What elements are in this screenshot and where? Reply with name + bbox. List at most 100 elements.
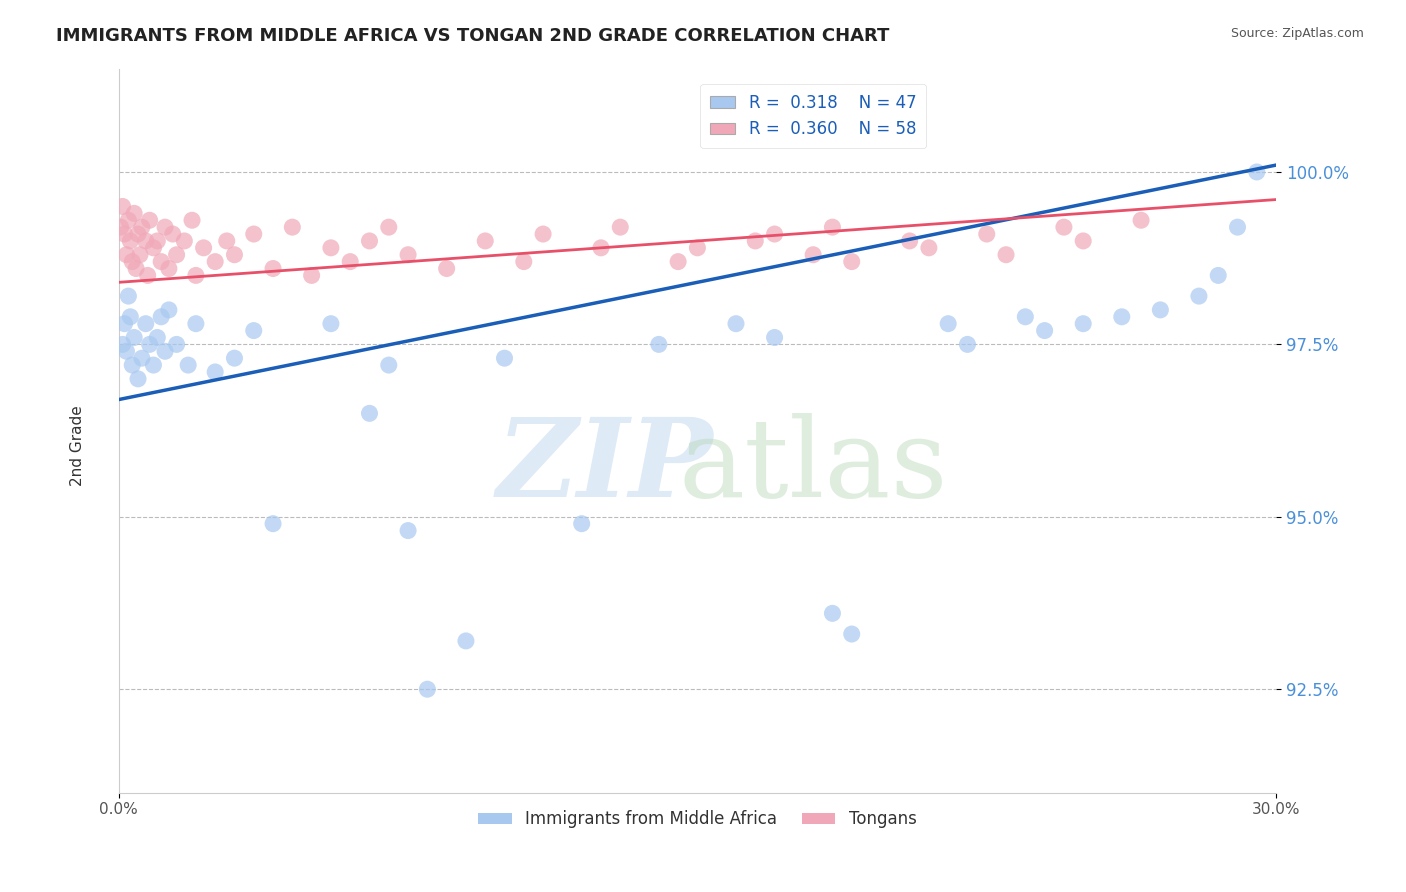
Point	[129, 248, 152, 262]
Point	[1149, 302, 1171, 317]
Point	[193, 241, 215, 255]
Point	[763, 227, 786, 241]
Point	[1111, 310, 1133, 324]
Point	[142, 241, 165, 255]
Point	[114, 227, 136, 241]
Point	[224, 248, 246, 262]
Text: atlas: atlas	[678, 413, 948, 520]
Point	[319, 241, 342, 255]
Point	[666, 254, 689, 268]
Point	[898, 234, 921, 248]
Point	[589, 241, 612, 255]
Point	[111, 199, 134, 213]
Point	[319, 317, 342, 331]
Point	[262, 261, 284, 276]
Point	[262, 516, 284, 531]
Point	[146, 330, 169, 344]
Point	[111, 337, 134, 351]
Point	[150, 254, 173, 268]
Point	[142, 358, 165, 372]
Point	[242, 227, 264, 241]
Point	[1071, 317, 1094, 331]
Point	[153, 344, 176, 359]
Point	[956, 337, 979, 351]
Point	[135, 317, 157, 331]
Point	[1071, 234, 1094, 248]
Point	[120, 310, 142, 324]
Legend: Immigrants from Middle Africa, Tongans: Immigrants from Middle Africa, Tongans	[471, 804, 924, 835]
Point	[150, 310, 173, 324]
Text: IMMIGRANTS FROM MIDDLE AFRICA VS TONGAN 2ND GRADE CORRELATION CHART: IMMIGRANTS FROM MIDDLE AFRICA VS TONGAN …	[56, 27, 890, 45]
Text: 2nd Grade: 2nd Grade	[70, 406, 84, 486]
Point	[173, 234, 195, 248]
Point	[396, 248, 419, 262]
Point	[416, 682, 439, 697]
Point	[1206, 268, 1229, 283]
Point	[918, 241, 941, 255]
Point	[609, 220, 631, 235]
Point	[821, 607, 844, 621]
Point	[936, 317, 959, 331]
Point	[339, 254, 361, 268]
Point	[122, 330, 145, 344]
Text: ZIP: ZIP	[496, 413, 713, 521]
Point	[166, 248, 188, 262]
Point	[122, 206, 145, 220]
Point	[184, 317, 207, 331]
Point	[474, 234, 496, 248]
Point	[121, 254, 143, 268]
Point	[648, 337, 671, 351]
Point	[177, 358, 200, 372]
Point	[138, 337, 160, 351]
Point	[436, 261, 458, 276]
Point	[841, 627, 863, 641]
Point	[138, 213, 160, 227]
Point	[115, 344, 138, 359]
Point	[1014, 310, 1036, 324]
Point	[494, 351, 516, 366]
Point	[821, 220, 844, 235]
Point	[181, 213, 204, 227]
Point	[1226, 220, 1249, 235]
Point	[976, 227, 998, 241]
Point	[224, 351, 246, 366]
Point	[120, 234, 142, 248]
Point	[184, 268, 207, 283]
Point	[157, 302, 180, 317]
Point	[281, 220, 304, 235]
Point	[166, 337, 188, 351]
Point	[146, 234, 169, 248]
Point	[801, 248, 824, 262]
Point	[1246, 165, 1268, 179]
Point	[127, 227, 149, 241]
Point	[125, 261, 148, 276]
Point	[513, 254, 536, 268]
Point	[131, 351, 153, 366]
Point	[131, 220, 153, 235]
Point	[215, 234, 238, 248]
Point	[995, 248, 1018, 262]
Point	[242, 324, 264, 338]
Point	[378, 358, 401, 372]
Point	[157, 261, 180, 276]
Point	[153, 220, 176, 235]
Point	[763, 330, 786, 344]
Point	[1033, 324, 1056, 338]
Point	[136, 268, 159, 283]
Point	[204, 254, 226, 268]
Point	[531, 227, 554, 241]
Point	[162, 227, 184, 241]
Point	[378, 220, 401, 235]
Point	[121, 358, 143, 372]
Point	[744, 234, 766, 248]
Point	[359, 406, 381, 420]
Point	[127, 372, 149, 386]
Point	[1188, 289, 1211, 303]
Point	[301, 268, 323, 283]
Point	[114, 317, 136, 331]
Point	[724, 317, 747, 331]
Point	[841, 254, 863, 268]
Point	[115, 248, 138, 262]
Point	[359, 234, 381, 248]
Point	[110, 220, 132, 235]
